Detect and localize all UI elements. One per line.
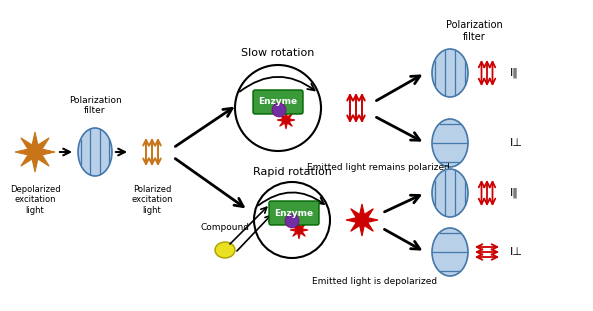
Ellipse shape [432,169,468,217]
Polygon shape [277,111,295,129]
Ellipse shape [432,49,468,97]
Text: Polarization
filter: Polarization filter [69,95,122,115]
Ellipse shape [215,242,235,258]
Text: Enzyme: Enzyme [275,208,314,217]
Ellipse shape [432,119,468,167]
Text: Polarized
excitation
light: Polarized excitation light [131,185,173,215]
Text: I⊥: I⊥ [510,138,523,148]
Circle shape [272,103,286,117]
Text: I‖: I‖ [510,68,519,78]
Text: Emitted light is depolarized: Emitted light is depolarized [313,276,438,285]
Circle shape [285,214,299,228]
Text: Depolarized
excitation
light: Depolarized excitation light [9,185,60,215]
FancyBboxPatch shape [253,90,303,114]
Ellipse shape [78,128,112,176]
FancyBboxPatch shape [269,201,319,225]
Text: I‖: I‖ [510,188,519,198]
Text: Emitted light remains polarized: Emitted light remains polarized [307,164,449,173]
Text: Rapid rotation: Rapid rotation [253,167,331,177]
Text: Polarization
filter: Polarization filter [445,20,502,42]
Text: Enzyme: Enzyme [259,98,298,106]
Text: I⊥: I⊥ [510,247,523,257]
Polygon shape [15,132,55,172]
Text: Compound: Compound [200,223,250,232]
Polygon shape [346,204,378,236]
Text: Slow rotation: Slow rotation [241,48,315,58]
Ellipse shape [432,228,468,276]
Polygon shape [290,221,308,239]
